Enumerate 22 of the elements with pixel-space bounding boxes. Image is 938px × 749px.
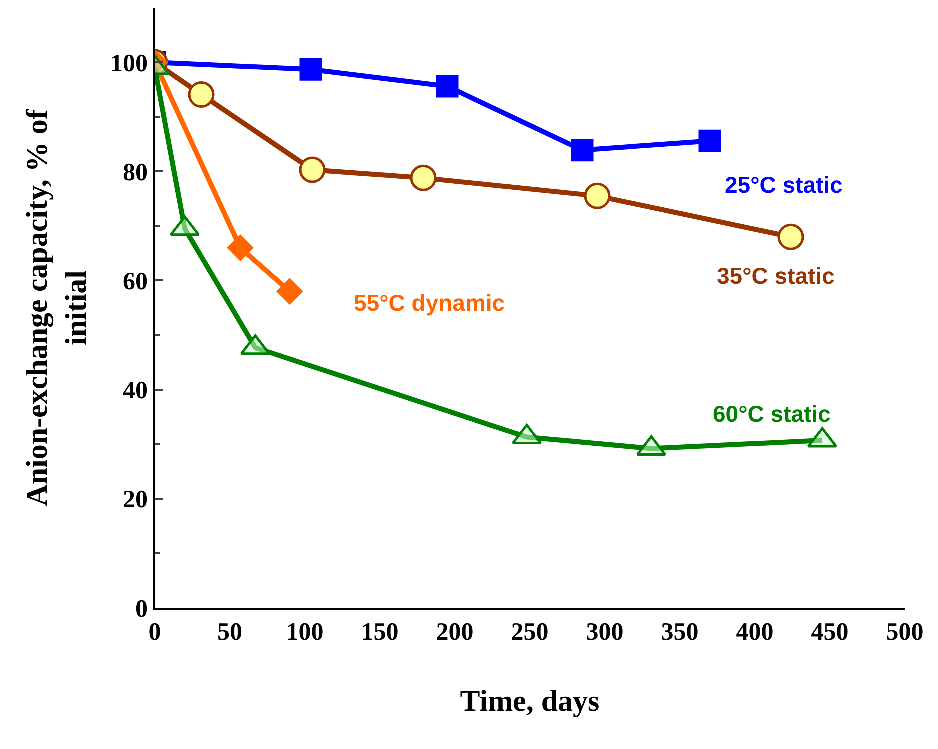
text: 55°C dynamic	[354, 290, 506, 316]
series-label: 35°C static	[717, 263, 836, 289]
y-tick-label: 60	[123, 268, 148, 296]
x-tick-label: 150	[361, 619, 399, 646]
y-tick-label: 20	[123, 486, 148, 514]
series-label: 25°C static	[725, 172, 844, 198]
y-axis-title: Anion-exchange capacity, % of initial	[21, 108, 93, 506]
y-tick-label: 0	[136, 596, 148, 623]
x-axis-title: Time, days	[460, 685, 600, 718]
x-tick-label: 50	[218, 619, 242, 646]
y-tick-label: 80	[123, 159, 148, 186]
x-tick-label: 400	[736, 619, 774, 646]
x-tick-label: 450	[811, 619, 849, 646]
y-tick-label: 100	[110, 50, 148, 78]
x-tick-label: 100	[286, 619, 324, 646]
series-label: 60°C static	[713, 401, 832, 427]
y-tick-label: 40	[123, 378, 148, 405]
x-tick-label: 500	[886, 619, 924, 646]
x-tick-label: 300	[586, 619, 624, 646]
x-tick-label: 350	[661, 619, 699, 646]
x-tick-label: 250	[511, 619, 549, 646]
x-tick-label: 200	[436, 619, 474, 646]
